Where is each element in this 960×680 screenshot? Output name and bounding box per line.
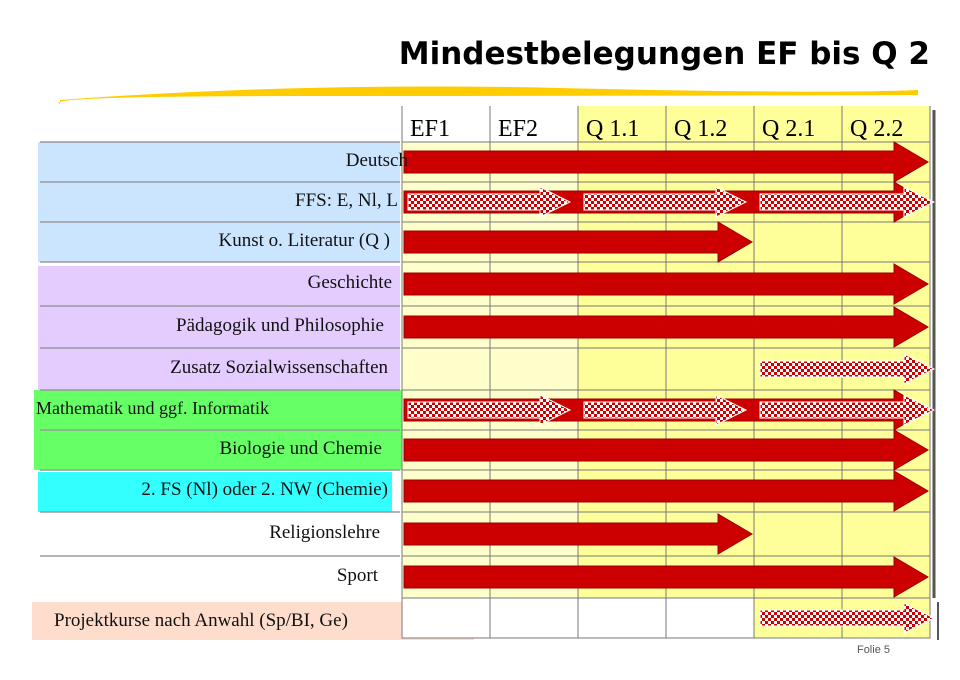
header-cell: [842, 106, 930, 142]
band-blue: [38, 142, 400, 262]
solid-arrow: [403, 141, 929, 183]
band-peach: [32, 602, 474, 640]
grid-cell: [401, 597, 491, 639]
hatched-arrow: [759, 353, 936, 385]
solid-arrow: [403, 513, 753, 555]
row-label: Sport: [336, 565, 378, 586]
slide-number: Folie 5: [856, 644, 890, 656]
grid-cell: [841, 511, 931, 557]
row-label: Religionslehre: [269, 522, 380, 543]
column-header: EF1: [410, 116, 451, 142]
header-cell: [666, 106, 754, 142]
arrows: [403, 141, 936, 634]
hatched-arrow: [407, 186, 572, 218]
solid-arrow: [403, 470, 929, 512]
solid-arrow: [403, 556, 929, 598]
row-label: Projektkurse nach Anwahl (Sp/BI, Ge): [54, 610, 348, 631]
grid-cell: [489, 597, 579, 639]
row-label: Pädagogik und Philosophie: [176, 315, 384, 336]
grid-cell: [489, 347, 579, 391]
hatched-arrow: [759, 602, 936, 634]
grid-cell: [753, 221, 843, 263]
grid-cell: [577, 597, 667, 639]
band-cyan: [38, 472, 392, 512]
grid-cell: [665, 597, 755, 639]
hatched-arrow: [583, 394, 748, 426]
solid-arrow: [403, 429, 929, 471]
grid-cell: [577, 347, 667, 391]
header-cell: [754, 106, 842, 142]
row-label: FFS: E, Nl, L: [295, 190, 398, 211]
grid-cell: [665, 347, 755, 391]
grid-cell: [841, 221, 931, 263]
hatched-arrow: [759, 186, 936, 218]
column-header: Q 1.1: [586, 116, 640, 142]
hatched-arrow: [583, 186, 748, 218]
row-label: Geschichte: [307, 272, 392, 293]
label-bands: [32, 141, 474, 640]
grid-cell: [401, 347, 491, 391]
hatched-arrow: [407, 394, 572, 426]
row-label: Mathematik und ggf. Informatik: [36, 398, 269, 418]
row-label: Zusatz Sozialwissenschaften: [170, 357, 388, 378]
solid-arrow: [403, 306, 929, 348]
hatched-arrow: [759, 394, 936, 426]
header-cell: [402, 106, 490, 142]
column-header: EF2: [498, 116, 539, 142]
header-cell: [578, 106, 666, 142]
column-header: Q 1.2: [674, 116, 728, 142]
row-label: Deutsch: [345, 150, 408, 171]
column-header: Q 2.2: [850, 116, 904, 142]
row-label: Biologie und Chemie: [219, 438, 382, 459]
band-violet: [38, 266, 400, 390]
solid-arrow: [403, 221, 753, 263]
row-label: 2. FS (Nl) oder 2. NW (Chemie): [141, 479, 388, 500]
title-underline: [58, 86, 919, 104]
solid-arrow: [403, 263, 929, 305]
row-label: Kunst o. Literatur (Q ): [218, 230, 390, 251]
slide-title: Mindestbelegungen EF bis Q 2: [398, 36, 930, 72]
column-header: Q 2.1: [762, 116, 816, 142]
grid-cell: [753, 511, 843, 557]
header-cell: [490, 106, 578, 142]
